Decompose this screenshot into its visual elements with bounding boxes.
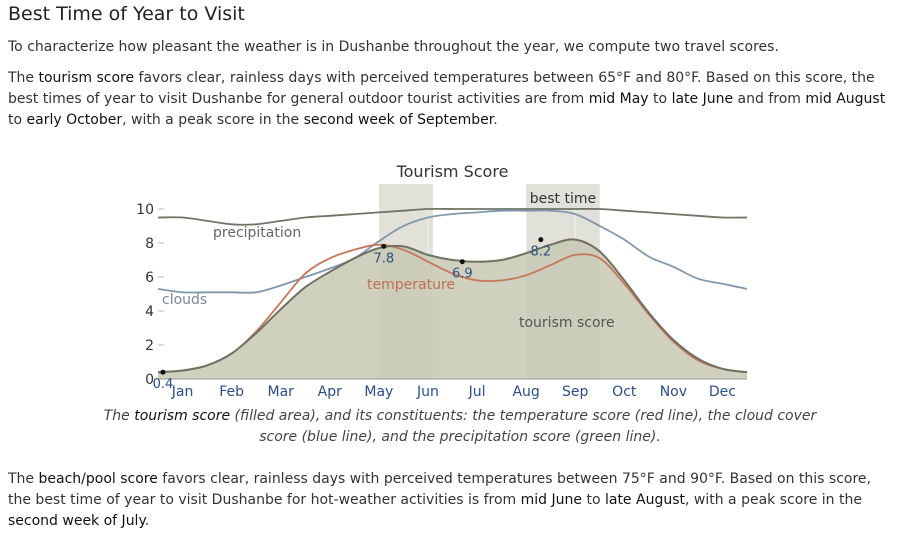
month-label: Nov bbox=[660, 384, 687, 400]
value-label: 7.8 bbox=[373, 251, 394, 266]
tourism-score-term: tourism score bbox=[134, 408, 231, 424]
temperature-label: temperature bbox=[367, 277, 455, 293]
text: favors clear, rainless days with perceiv… bbox=[8, 70, 875, 107]
text: and from bbox=[733, 91, 806, 107]
range-start: mid June bbox=[520, 492, 582, 508]
y-tick-label: 4 bbox=[145, 304, 154, 320]
tourism-score-area bbox=[158, 239, 747, 379]
text: to bbox=[582, 492, 605, 508]
beach-paragraph: The beach/pool score favors clear, rainl… bbox=[8, 469, 898, 532]
precipitation-label: precipitation bbox=[213, 225, 301, 241]
month-label: Feb bbox=[219, 384, 244, 400]
text: to bbox=[648, 91, 672, 107]
month-label: Oct bbox=[612, 384, 637, 400]
text: The bbox=[8, 471, 39, 487]
text: The bbox=[8, 70, 39, 86]
month-label: Aug bbox=[512, 384, 539, 400]
range-end: late August bbox=[604, 492, 685, 508]
peak-marker bbox=[160, 369, 166, 375]
peak-week: second week of July bbox=[8, 513, 145, 529]
range-start: mid August bbox=[805, 91, 886, 107]
value-label: 8.2 bbox=[531, 245, 552, 260]
tourism-score-term: tourism score bbox=[38, 70, 135, 86]
intro-paragraph: To characterize how pleasant the weather… bbox=[8, 39, 779, 55]
chart-caption: The tourism score (filled area), and its… bbox=[90, 406, 830, 448]
range-end: late June bbox=[671, 91, 734, 107]
text: . bbox=[144, 513, 150, 529]
text: . bbox=[493, 112, 498, 128]
peak-marker bbox=[459, 259, 465, 265]
clouds-label: clouds bbox=[162, 292, 207, 308]
peak-marker bbox=[538, 237, 544, 243]
precipitation-line bbox=[157, 207, 748, 226]
beach-score-term: beach/pool score bbox=[38, 471, 158, 487]
month-label: Mar bbox=[267, 384, 294, 400]
temperature-line bbox=[157, 243, 748, 374]
y-tick-label: 10 bbox=[136, 202, 154, 218]
text: to bbox=[8, 112, 27, 128]
y-tick-label: 0 bbox=[145, 372, 154, 388]
value-label: 0.4 bbox=[153, 377, 174, 392]
y-tick-label: 2 bbox=[145, 338, 154, 354]
range-start: mid May bbox=[588, 91, 649, 107]
tourism-score-label: tourism score bbox=[519, 315, 615, 331]
text: , with a peak score in the bbox=[122, 112, 304, 128]
y-tick-label: 6 bbox=[145, 270, 154, 286]
peak-marker bbox=[381, 243, 387, 249]
clouds-line bbox=[157, 209, 748, 294]
text: (filled area), and its constituents: the… bbox=[230, 408, 817, 445]
month-label: Apr bbox=[318, 384, 342, 400]
best-time-label: best time bbox=[530, 191, 596, 207]
tourism-score-line bbox=[157, 238, 748, 374]
value-label: 6.9 bbox=[452, 267, 473, 282]
month-label: Jul bbox=[468, 384, 486, 400]
tourism-paragraph: The tourism score favors clear, rainless… bbox=[8, 68, 898, 131]
month-label: May bbox=[364, 384, 393, 400]
month-label: Jun bbox=[416, 384, 439, 400]
tourism-score-chart: Tourism Score best time 0 2 4 6 8 10 Jan Feb Mar Ap… bbox=[136, 162, 748, 400]
y-tick-label: 8 bbox=[145, 236, 154, 252]
range-end: early October bbox=[26, 112, 123, 128]
peak-week: second week of September bbox=[303, 112, 494, 128]
text: favors clear, rainless days with perceiv… bbox=[8, 471, 871, 508]
month-label: Jan bbox=[171, 384, 194, 400]
section-heading: Best Time of Year to Visit bbox=[8, 3, 245, 25]
month-label: Sep bbox=[562, 384, 589, 400]
text: The bbox=[103, 408, 135, 424]
month-label: Dec bbox=[709, 384, 736, 400]
chart-title: Tourism Score bbox=[396, 162, 509, 181]
text: , with a peak score in the bbox=[684, 492, 862, 508]
